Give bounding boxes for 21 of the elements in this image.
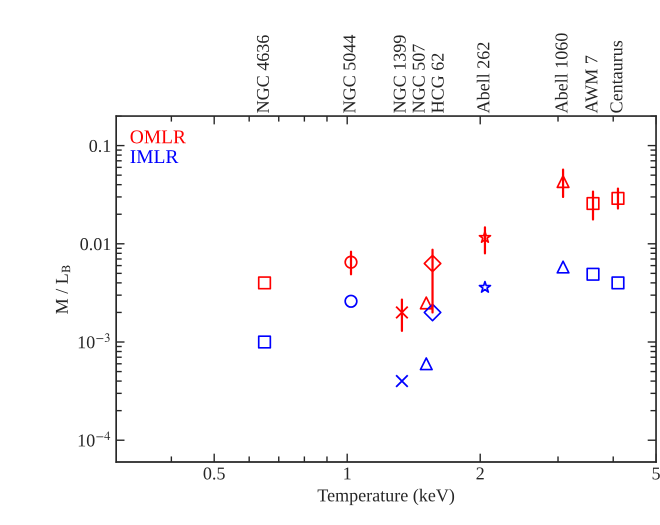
y-tick-label: 0.1 bbox=[89, 140, 110, 152]
text: OMLR bbox=[130, 130, 186, 144]
x-axis-title: Temperature (keV) bbox=[318, 488, 454, 506]
x-tick-label: 5 bbox=[652, 468, 660, 480]
text: NGC 1399 bbox=[394, 35, 406, 113]
y-tick-label: 0.01 bbox=[80, 238, 110, 250]
text: NGC 5044 bbox=[343, 34, 356, 113]
text: NGC 4636 bbox=[256, 35, 270, 113]
text: AWM 7 bbox=[585, 56, 598, 114]
x-tick-label: 1 bbox=[344, 467, 351, 480]
y-tick-label: 10$^{−4}$ bbox=[78, 431, 110, 447]
x-tick-label: 2 bbox=[476, 467, 484, 480]
text: Centaurus bbox=[610, 40, 622, 113]
x-tick-label: 0.5 bbox=[204, 467, 225, 480]
text: Abell 262 bbox=[476, 42, 490, 114]
text: NGC 507 bbox=[412, 44, 425, 113]
text: Abell 1060 bbox=[554, 33, 568, 114]
text: IMLR bbox=[130, 150, 178, 163]
y-tick-label: 10$^{−3}$ bbox=[78, 333, 110, 348]
y-axis-title: M / L$_{B}$ bbox=[56, 265, 70, 314]
text: HCG 62 bbox=[432, 54, 444, 113]
